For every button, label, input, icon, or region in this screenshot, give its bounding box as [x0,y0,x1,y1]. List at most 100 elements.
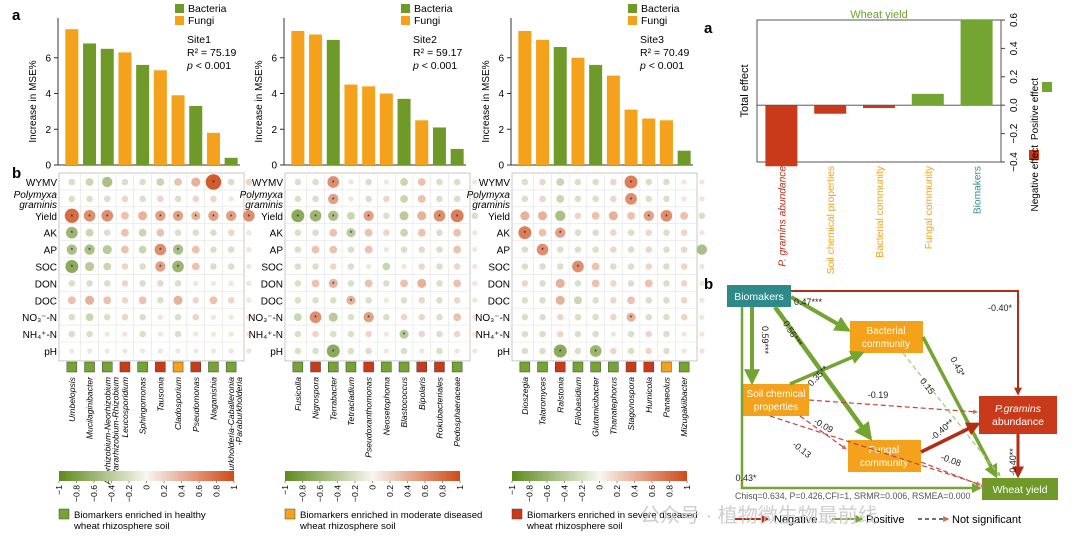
enrichment-marker [398,361,410,373]
enrichment-marker [572,361,584,373]
color-bar-tick-label: −1 [280,485,290,495]
corr-cell [626,312,636,322]
corr-cell [400,194,408,203]
corr-cell [627,347,635,355]
corr-cell [208,210,219,221]
corr-cell [172,260,184,273]
path-soil-to-yield [769,415,986,488]
corr-cell [681,348,687,354]
corr-cell [472,280,478,287]
corr-cell [645,313,653,321]
corr-cell [86,195,93,203]
corr-cell [228,331,234,337]
path-coef-pgramins-to-yield: -0.40** [1008,448,1018,476]
corr-cell [228,280,234,287]
corr-cell [453,330,461,338]
legend-label-positive: Positive [866,514,905,526]
corr-cell [419,348,425,354]
path-soil-to-pgramins [808,399,978,415]
column-label: Cladosporium [173,377,183,430]
row-label: WYMV [252,178,283,189]
corr-cell [193,331,199,337]
color-bar-tick-label: 0.2 [385,485,395,497]
corr-cell [347,313,355,321]
corr-cell [210,246,217,253]
path-coef-soil-to-yield: -0.13 [791,439,813,460]
corr-cell [698,212,706,220]
significance-star: * [159,248,162,255]
color-bar-tick-label: −0.6 [542,485,552,502]
corr-cell [192,229,200,236]
corr-cell [521,330,529,338]
corr-cell [645,178,653,186]
legend-swatch-bacteria [401,4,410,13]
corr-cell [294,263,302,270]
significance-star: * [438,214,441,221]
color-bar-tick-label: −0.8 [72,485,82,502]
legend-label-fungi: Fungi [414,15,440,27]
enrichment-legend-text: Biomarkers enriched in severe diseased [527,510,698,521]
color-bar-tick-label: −0.8 [525,485,535,502]
bar-Talaromyces [536,39,550,165]
corr-cell [227,263,235,270]
enrichment-marker [310,361,321,373]
corr-cell [574,229,582,236]
corr-cell [103,229,111,236]
corr-cell [627,280,635,287]
corr-cell [520,211,530,221]
enrichment-legend-swatch [284,508,296,520]
r-squared: R² = 75.19 [187,47,236,59]
bar-Tetracladium [344,84,358,165]
corr-cell [86,330,93,338]
corr-cell [311,279,320,288]
node-bacterial-label: Bacterial [867,326,906,337]
corr-cell [521,280,529,287]
corr-cell [418,330,426,338]
corr-cell [66,226,78,239]
corr-cell [645,229,653,236]
node-yield [982,478,1058,500]
row-label: SOC [488,263,510,274]
enrichment-marker [328,361,339,373]
corr-cell [574,212,582,220]
significance-star: * [332,281,335,288]
corr-cell [383,229,390,236]
corr-cell [610,246,617,253]
corr-cell [627,229,635,236]
column-label: Tausonia [155,377,165,412]
corr-cell [644,279,653,288]
column-label: Rokubacteriales [434,376,444,438]
watermark: 公众号 · 植物微生物最前线 [640,504,878,527]
corr-cell [592,195,599,203]
path-coef-bacterial-to-yield: 0.43* [948,355,967,379]
column-label: Talaromyces [538,376,548,425]
corr-cell [86,280,93,287]
corr-cell [121,313,129,321]
corr-cell [157,297,164,304]
corr-cell [400,178,408,186]
significance-star: * [367,315,370,322]
p-value: p < 0.001 [412,60,457,72]
corr-cell [329,228,338,237]
path-biomakers-to-pgramins [791,290,1022,396]
corr-cell [400,313,408,321]
column-label: Glutamicibacter [591,376,601,437]
corr-cell [383,280,390,287]
corr-cell [417,194,426,203]
y-tick-label: 4 [45,89,51,100]
heat-legend-site1: −1 −0.8 −0.6 −0.4 −0.2 0 0.2 0.4 0.6 0.8 1 Biomarke… [54,471,239,532]
path-biomakers-to-yield [740,307,982,493]
enrichment-marker [537,361,548,373]
row-label: WYMV [26,178,57,189]
legend-swatch-fungi [175,16,184,25]
node-fungal-label: community [860,458,908,469]
corr-cell [246,230,252,236]
corr-cell [627,246,635,253]
column-label: Mizugakiibacter [679,376,689,437]
corr-cell [312,178,319,186]
row-label: pH [497,347,510,358]
corr-cell [645,195,653,203]
corr-cell [205,174,222,190]
corr-cell [539,297,546,304]
